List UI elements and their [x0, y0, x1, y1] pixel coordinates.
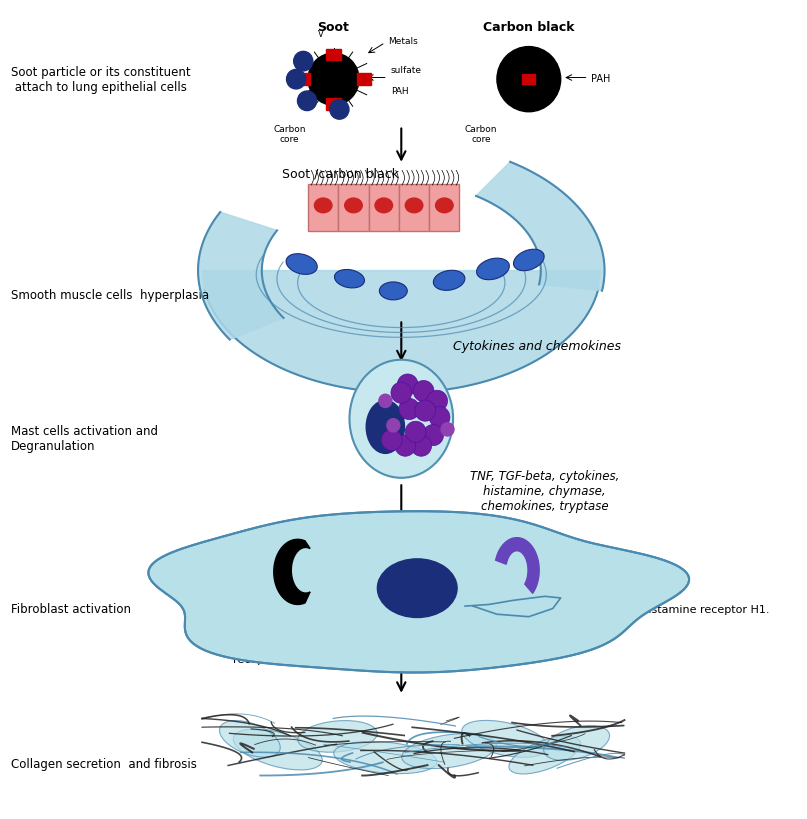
Ellipse shape	[405, 199, 423, 214]
Ellipse shape	[378, 559, 457, 618]
Circle shape	[386, 419, 400, 433]
Ellipse shape	[315, 199, 332, 214]
Ellipse shape	[349, 360, 453, 478]
Circle shape	[397, 374, 418, 396]
Ellipse shape	[433, 271, 465, 291]
Polygon shape	[465, 596, 561, 617]
Circle shape	[391, 382, 412, 404]
Ellipse shape	[286, 255, 317, 275]
Ellipse shape	[402, 734, 496, 769]
Ellipse shape	[334, 270, 365, 288]
Text: Soot particle or its constituent
 attach to lung epithelial cells: Soot particle or its constituent attach …	[10, 66, 190, 94]
Polygon shape	[148, 512, 689, 672]
Text: Mast cells activation and
Degranulation: Mast cells activation and Degranulation	[10, 424, 157, 452]
FancyBboxPatch shape	[429, 185, 459, 231]
Text: Fibroblast activation: Fibroblast activation	[10, 602, 131, 615]
Text: Carbon
core: Carbon core	[465, 124, 497, 144]
FancyBboxPatch shape	[338, 185, 369, 231]
Polygon shape	[274, 540, 310, 604]
Text: Metals: Metals	[387, 38, 417, 47]
Ellipse shape	[544, 726, 609, 760]
Polygon shape	[202, 271, 600, 393]
Text: Carbon
core: Carbon core	[274, 124, 306, 144]
Circle shape	[298, 92, 316, 111]
Text: sulfate: sulfate	[391, 66, 422, 75]
Circle shape	[399, 399, 420, 420]
Text: Soot /carbon black: Soot /carbon black	[282, 167, 399, 180]
Ellipse shape	[298, 721, 377, 753]
Text: Histamine receptor H1.: Histamine receptor H1.	[641, 604, 770, 613]
Text: Protease activated
receptor-2: Protease activated receptor-2	[210, 643, 314, 664]
Circle shape	[415, 400, 436, 422]
Text: TNF, TGF-beta, cytokines,
histamine, chymase,
chemokines, tryptase: TNF, TGF-beta, cytokines, histamine, chy…	[470, 469, 620, 513]
FancyBboxPatch shape	[308, 185, 338, 231]
Ellipse shape	[477, 259, 509, 280]
Ellipse shape	[334, 741, 437, 774]
FancyBboxPatch shape	[326, 50, 341, 61]
Ellipse shape	[375, 199, 392, 214]
Ellipse shape	[513, 250, 544, 271]
Circle shape	[308, 54, 359, 106]
Ellipse shape	[379, 283, 408, 301]
FancyBboxPatch shape	[296, 75, 311, 86]
Ellipse shape	[366, 401, 404, 454]
Text: Carbon black: Carbon black	[483, 20, 575, 34]
Ellipse shape	[436, 199, 453, 214]
Polygon shape	[476, 163, 604, 292]
FancyBboxPatch shape	[357, 75, 371, 86]
FancyBboxPatch shape	[522, 75, 535, 85]
FancyBboxPatch shape	[399, 185, 429, 231]
Ellipse shape	[462, 721, 548, 758]
Ellipse shape	[509, 736, 581, 774]
Polygon shape	[198, 213, 283, 340]
Text: PAH: PAH	[391, 87, 408, 96]
Text: Cytokines and chemokines: Cytokines and chemokines	[453, 340, 621, 352]
Text: Collagen secretion  and fibrosis: Collagen secretion and fibrosis	[10, 757, 197, 770]
Circle shape	[395, 436, 416, 457]
Circle shape	[441, 423, 454, 437]
Circle shape	[411, 436, 432, 457]
Circle shape	[427, 391, 448, 412]
Ellipse shape	[345, 199, 362, 214]
Circle shape	[294, 52, 313, 72]
Circle shape	[405, 422, 426, 443]
Circle shape	[378, 394, 392, 409]
Circle shape	[286, 70, 306, 90]
Circle shape	[423, 425, 444, 446]
Ellipse shape	[220, 721, 280, 758]
Ellipse shape	[233, 729, 322, 770]
Circle shape	[382, 430, 402, 451]
FancyBboxPatch shape	[369, 185, 399, 231]
Circle shape	[429, 407, 450, 428]
FancyBboxPatch shape	[326, 99, 341, 111]
Polygon shape	[495, 538, 539, 594]
Text: V: V	[318, 30, 324, 39]
Text: Smooth muscle cells  hyperplasia: Smooth muscle cells hyperplasia	[10, 289, 209, 302]
Text: Soot: Soot	[318, 20, 349, 34]
Circle shape	[413, 381, 434, 402]
Circle shape	[497, 48, 561, 112]
Circle shape	[330, 101, 349, 120]
Text: PAH: PAH	[591, 74, 610, 84]
